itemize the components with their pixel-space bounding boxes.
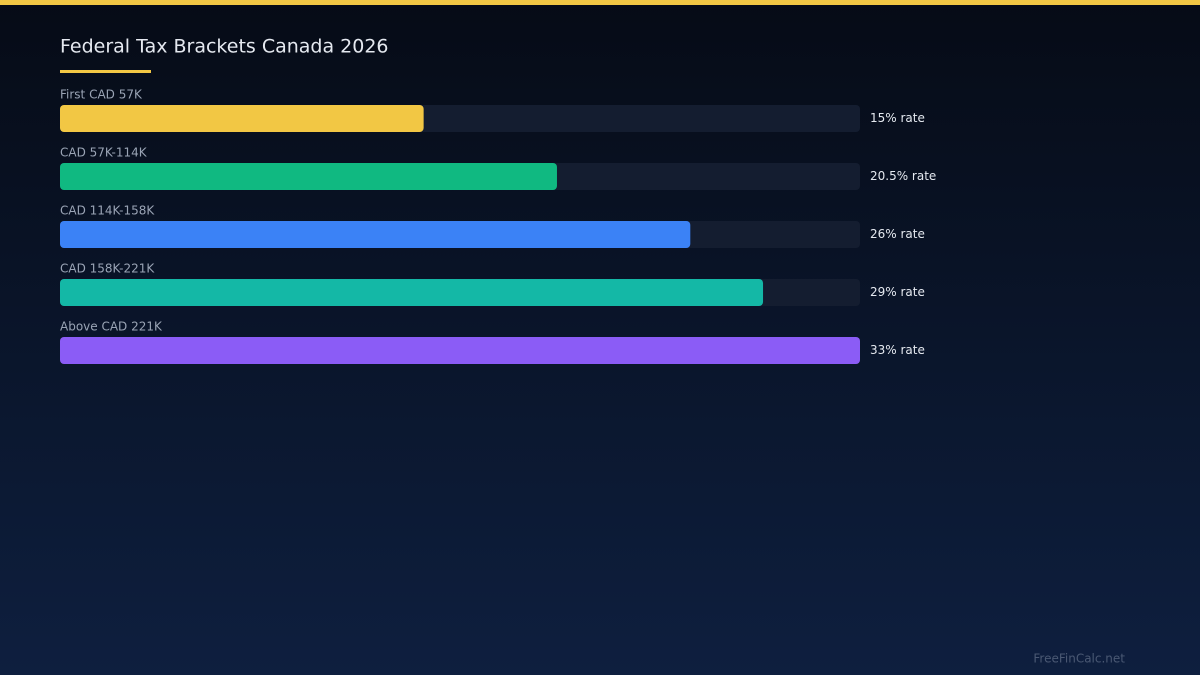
chart-title: Federal Tax Brackets Canada 2026: [60, 36, 389, 58]
bar: [60, 279, 764, 306]
category-label: Above CAD 221K: [60, 320, 163, 334]
bar: [60, 221, 691, 248]
watermark: FreeFinCalc.net: [1033, 652, 1125, 666]
bar: [60, 163, 557, 190]
value-label: 26% rate: [870, 227, 925, 241]
category-label: CAD 57K-114K: [60, 146, 148, 160]
category-label: CAD 114K-158K: [60, 204, 155, 218]
title-underline: [60, 70, 151, 73]
top-accent: [0, 0, 1200, 5]
value-label: 33% rate: [870, 343, 925, 357]
value-label: 15% rate: [870, 111, 925, 125]
bar: [60, 105, 424, 132]
value-label: 20.5% rate: [870, 169, 936, 183]
category-label: First CAD 57K: [60, 88, 143, 102]
bar: [60, 337, 860, 364]
value-label: 29% rate: [870, 285, 925, 299]
category-label: CAD 158K-221K: [60, 262, 155, 276]
